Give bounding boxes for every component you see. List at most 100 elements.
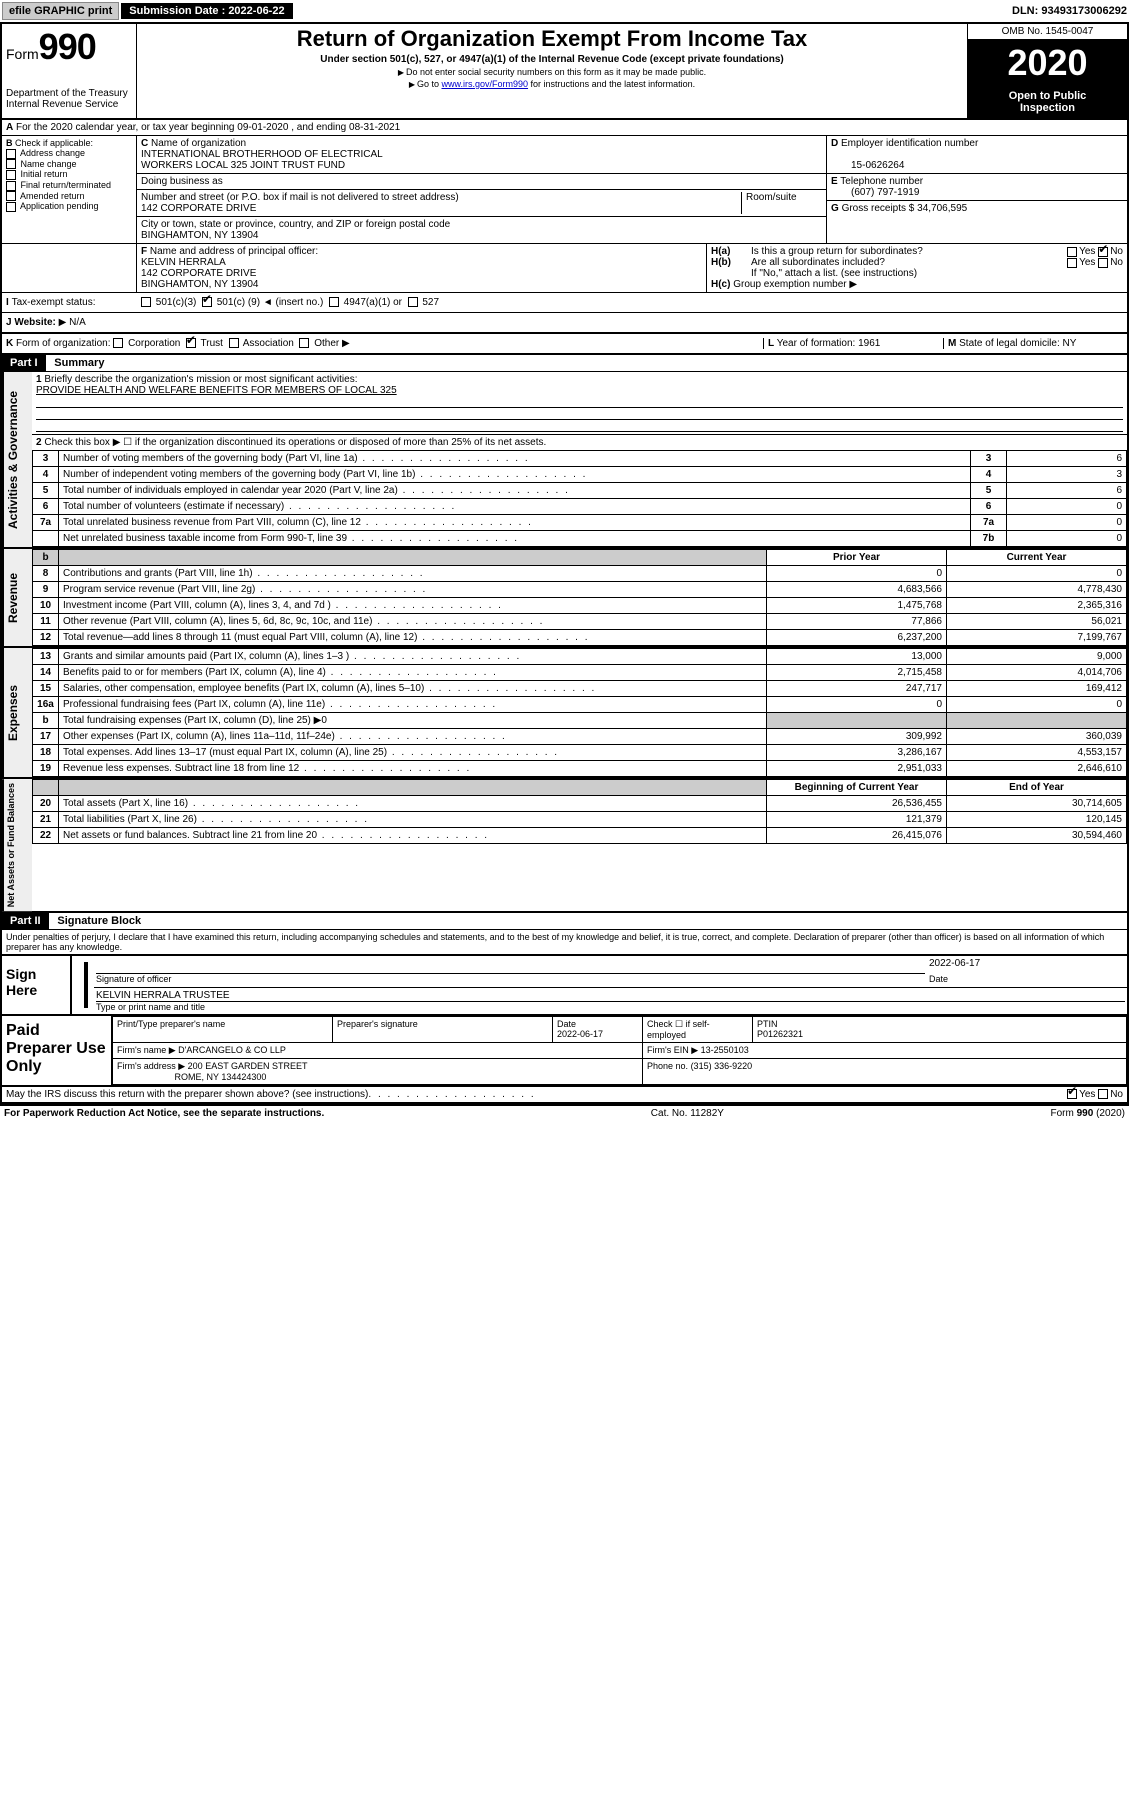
- perjury-declaration: Under penalties of perjury, I declare th…: [2, 930, 1127, 954]
- prep-date-val: 2022-06-17: [557, 1029, 603, 1039]
- firm-name-label: Firm's name ▶: [117, 1045, 176, 1055]
- firm-phone-val: (315) 336-9220: [691, 1061, 753, 1071]
- firm-addr1: 200 EAST GARDEN STREET: [188, 1061, 308, 1071]
- city-label: City or town, state or province, country…: [141, 219, 450, 230]
- form-num: 990: [39, 26, 96, 67]
- 501c3-checkbox[interactable]: [141, 297, 151, 307]
- vert-revenue: Revenue: [2, 549, 32, 646]
- label-i: I: [6, 297, 9, 308]
- part2-header: Part II Signature Block: [2, 913, 1127, 930]
- netassets-block: Net Assets or Fund Balances Beginning of…: [2, 779, 1127, 913]
- submission-date-button[interactable]: Submission Date : 2022-06-22: [121, 3, 292, 19]
- dba-label: Doing business as: [141, 176, 223, 187]
- ha-yes: Yes: [1079, 246, 1095, 257]
- q1-answer: PROVIDE HEALTH AND WELFARE BENEFITS FOR …: [36, 385, 397, 396]
- firm-ein-label: Firm's EIN ▶: [647, 1045, 698, 1055]
- irs-label: Internal Revenue Service: [6, 99, 132, 110]
- 527-label: 527: [422, 297, 439, 308]
- line-i: I Tax-exempt status: 501(c)(3) 501(c) (9…: [2, 293, 1127, 313]
- sig-date-value: 2022-06-17: [929, 958, 1125, 974]
- discuss-yes-checkbox[interactable]: [1067, 1089, 1077, 1099]
- revenue-block: Revenue bPrior YearCurrent Year8Contribu…: [2, 549, 1127, 648]
- b-opt-checkbox[interactable]: [6, 181, 16, 191]
- vert-governance: Activities & Governance: [2, 372, 32, 547]
- assoc-checkbox[interactable]: [229, 338, 239, 348]
- 501c-pre: 501(c) (: [217, 297, 251, 308]
- b-opt-checkbox[interactable]: [6, 191, 16, 201]
- dln-text: DLN: 93493173006292: [1012, 5, 1127, 17]
- form990-link[interactable]: www.irs.gov/Form990: [442, 79, 529, 89]
- b-opt-checkbox[interactable]: [6, 149, 16, 159]
- b-opt-checkbox[interactable]: [6, 202, 16, 212]
- street-label: Number and street (or P.O. box if mail i…: [141, 192, 459, 203]
- corp-checkbox[interactable]: [113, 338, 123, 348]
- org-name-1: INTERNATIONAL BROTHERHOOD OF ELECTRICAL: [141, 149, 383, 160]
- hb-yes-checkbox[interactable]: [1067, 258, 1077, 268]
- 501c-post: ) ◄ (insert no.): [257, 297, 324, 308]
- label-e: E: [831, 176, 838, 187]
- discuss-line: May the IRS discuss this return with the…: [2, 1087, 1127, 1104]
- line-a: A For the 2020 calendar year, or tax yea…: [2, 120, 1127, 136]
- assoc-label: Association: [243, 338, 294, 349]
- vert-expenses: Expenses: [2, 648, 32, 777]
- form-title: Return of Organization Exempt From Incom…: [141, 26, 963, 52]
- hb-no-checkbox[interactable]: [1098, 258, 1108, 268]
- efile-button[interactable]: efile GRAPHIC print: [2, 2, 119, 20]
- discuss-no: No: [1110, 1089, 1123, 1100]
- form-subtitle: Under section 501(c), 527, or 4947(a)(1)…: [141, 54, 963, 65]
- page-footer: For Paperwork Reduction Act Notice, see …: [0, 1106, 1129, 1121]
- goto-post: for instructions and the latest informat…: [528, 79, 695, 89]
- domicile-val: NY: [1063, 338, 1077, 349]
- check-applicable: Check if applicable:: [15, 138, 93, 148]
- hc-text: Group exemption number: [733, 279, 846, 290]
- instructions-line: Go to www.irs.gov/Form990 for instructio…: [141, 79, 963, 89]
- 527-checkbox[interactable]: [408, 297, 418, 307]
- form-header: Form990 Department of the Treasury Inter…: [2, 24, 1127, 120]
- 501c3-label: 501(c)(3): [156, 297, 197, 308]
- col-c: C Name of organization INTERNATIONAL BRO…: [137, 136, 827, 243]
- b-opt-checkbox[interactable]: [6, 159, 16, 169]
- ha-no: No: [1110, 246, 1123, 257]
- goto-pre: Go to: [417, 79, 442, 89]
- ein-label: Employer identification number: [841, 138, 978, 149]
- part1-header: Part I Summary: [2, 355, 1127, 372]
- tax-year-range: For the 2020 calendar year, or tax year …: [16, 122, 400, 133]
- ha-text: Is this a group return for subordinates?: [751, 246, 1067, 257]
- label-k: K: [6, 338, 13, 349]
- dept-treasury: Department of the Treasury: [6, 88, 132, 99]
- 501c-checkbox[interactable]: [202, 297, 212, 307]
- domicile-label: State of legal domicile:: [959, 338, 1060, 349]
- form-word: Form: [6, 46, 39, 62]
- org-name-label: Name of organization: [151, 138, 246, 149]
- q2-text: Check this box ▶ ☐ if the organization d…: [44, 437, 546, 448]
- part2-title: Signature Block: [51, 913, 147, 929]
- revenue-table: bPrior YearCurrent Year8Contributions an…: [32, 549, 1127, 646]
- sig-name-label: Type or print name and title: [96, 1001, 1125, 1012]
- form-number: Form990: [6, 26, 132, 68]
- trust-checkbox[interactable]: [186, 338, 196, 348]
- part1-label: Part I: [2, 355, 46, 371]
- part1-title: Summary: [48, 355, 110, 371]
- preparer-name-label: Print/Type preparer's name: [113, 1017, 333, 1043]
- org-name-2: WORKERS LOCAL 325 JOINT TRUST FUND: [141, 160, 345, 171]
- hb-no: No: [1110, 257, 1123, 268]
- discuss-yes: Yes: [1079, 1089, 1095, 1100]
- netassets-table: Beginning of Current YearEnd of Year20To…: [32, 779, 1127, 844]
- label-b: B: [6, 138, 13, 148]
- discuss-no-checkbox[interactable]: [1098, 1089, 1108, 1099]
- ssn-warning: Do not enter social security numbers on …: [141, 67, 963, 77]
- block-fh: F Name and address of principal officer:…: [2, 244, 1127, 293]
- open-public: Open to PublicInspection: [968, 86, 1127, 118]
- paperwork-notice: For Paperwork Reduction Act Notice, see …: [4, 1108, 324, 1119]
- b-opt-checkbox[interactable]: [6, 170, 16, 180]
- form-container: Form990 Department of the Treasury Inter…: [0, 22, 1129, 1106]
- 4947-checkbox[interactable]: [329, 297, 339, 307]
- col-de: D Employer identification number 15-0626…: [827, 136, 1127, 243]
- paid-preparer-block: Paid Preparer Use Only Print/Type prepar…: [2, 1014, 1127, 1087]
- preparer-sig-label: Preparer's signature: [333, 1017, 553, 1043]
- other-checkbox[interactable]: [299, 338, 309, 348]
- ha-yes-checkbox[interactable]: [1067, 247, 1077, 257]
- label-j: J: [6, 317, 12, 328]
- paid-table: Print/Type preparer's name Preparer's si…: [112, 1016, 1127, 1085]
- ha-no-checkbox[interactable]: [1098, 247, 1108, 257]
